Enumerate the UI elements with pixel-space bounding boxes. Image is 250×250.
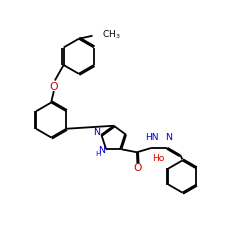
Text: H: H [95, 151, 100, 157]
Text: N: N [165, 133, 172, 142]
Text: HN: HN [145, 133, 159, 142]
Text: CH$_3$: CH$_3$ [102, 28, 120, 41]
Text: O: O [134, 163, 142, 173]
Text: Ho: Ho [152, 154, 164, 163]
Text: O: O [50, 82, 58, 92]
Text: N: N [98, 146, 105, 155]
Text: N: N [93, 128, 100, 137]
